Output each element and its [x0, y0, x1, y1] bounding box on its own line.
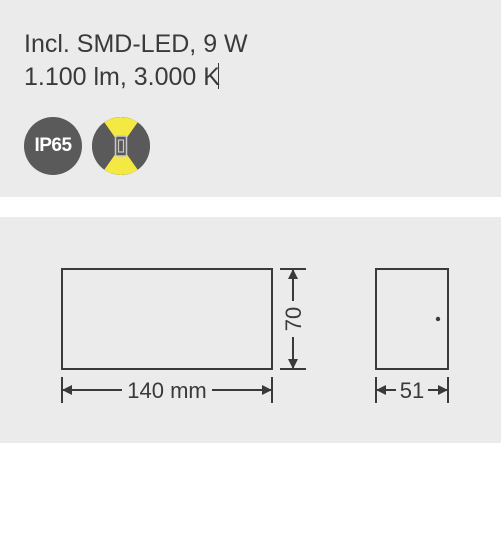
spec-panel: Incl. SMD-LED, 9 W 1.100 lm, 3.000 K IP6… [0, 0, 501, 197]
dimension-panel: 140 mm 70 51 [0, 217, 501, 443]
dimension-drawing: 140 mm 70 51 [24, 245, 477, 425]
depth-label: 51 [400, 378, 424, 403]
ip-rating-text: IP65 [34, 135, 71, 157]
front-view-rect [62, 269, 272, 369]
spec-line-2-text: 1.100 lm, 3.000 K [24, 63, 220, 91]
light-distribution-badge [92, 117, 150, 175]
width-label: 140 mm [127, 378, 206, 403]
ip-rating-badge: IP65 [24, 117, 82, 175]
height-label: 70 [281, 307, 306, 331]
badges-row: IP65 [24, 117, 477, 175]
spec-line-1: Incl. SMD-LED, 9 W [24, 28, 477, 61]
spec-line-2: 1.100 lm, 3.000 K [24, 61, 477, 94]
beam-icon [92, 117, 150, 175]
text-cursor [218, 63, 219, 89]
